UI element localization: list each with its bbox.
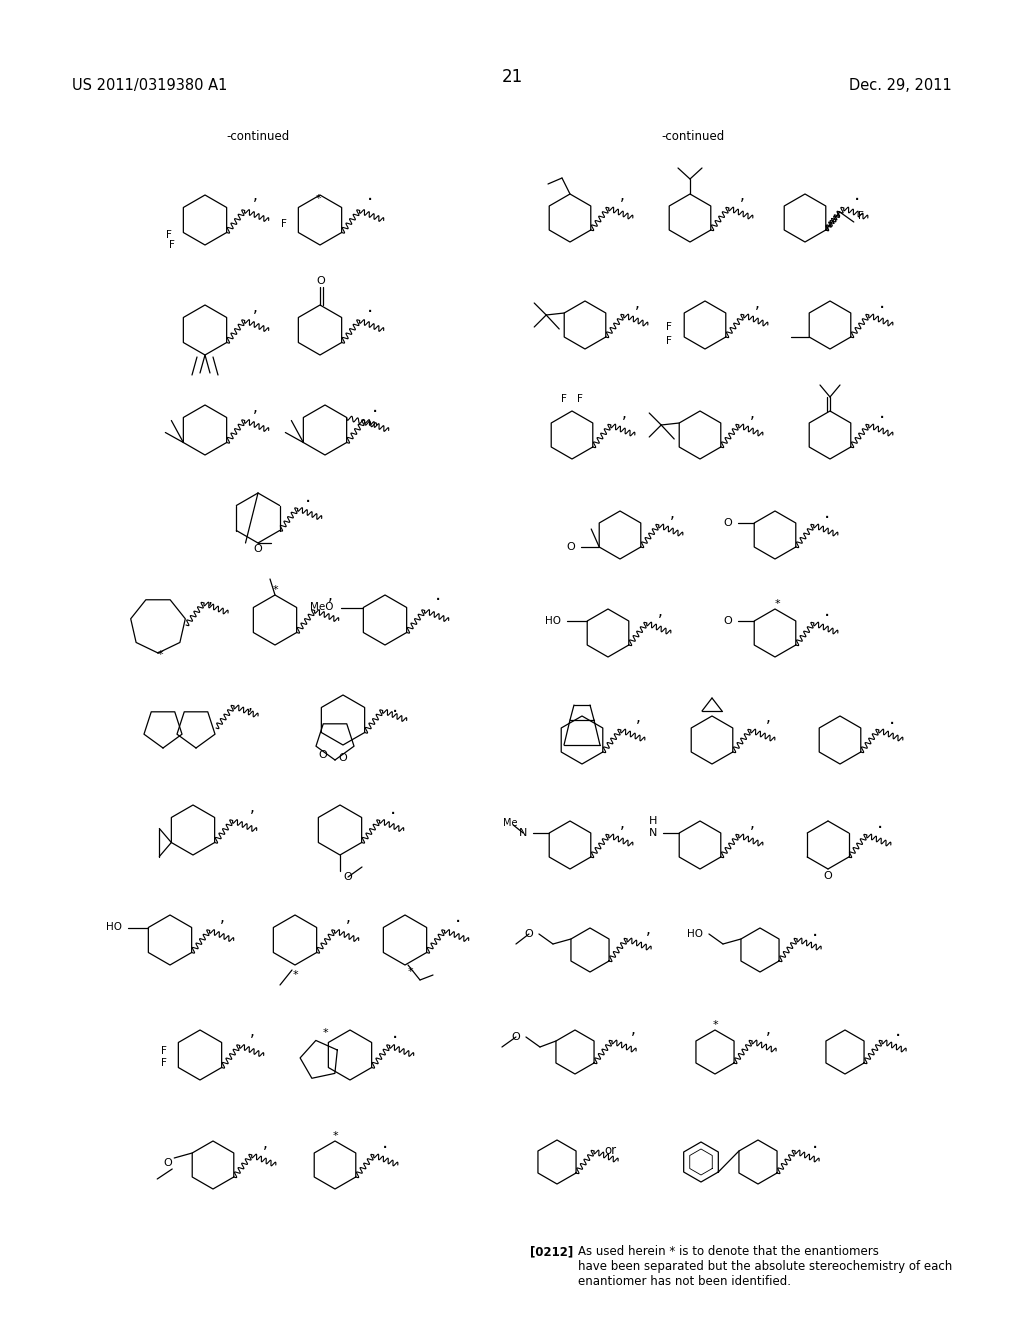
Text: Dec. 29, 2011: Dec. 29, 2011 [849,78,952,92]
Text: ,: , [755,296,760,310]
Text: ,: , [345,909,350,924]
Text: *: * [323,1028,328,1038]
Text: ,: , [250,1024,254,1040]
Text: .: . [367,186,373,205]
Text: ,: , [248,697,253,713]
Text: or: or [604,1143,616,1156]
Text: ,: , [750,405,755,421]
Text: ,: , [766,1023,770,1038]
Text: .: . [877,813,883,833]
Text: .: . [392,1023,398,1041]
Text: O: O [566,543,575,552]
Text: O: O [318,750,328,760]
Text: .: . [455,908,461,927]
Text: ,: , [670,506,675,520]
Text: ,: , [219,909,224,924]
Text: HO: HO [106,923,122,932]
Text: ,: , [739,187,744,202]
Text: ,: , [620,816,625,830]
Text: H: H [649,816,657,826]
Text: .: . [372,397,378,417]
Text: O: O [339,752,347,763]
Text: US 2011/0319380 A1: US 2011/0319380 A1 [72,78,227,92]
Text: .: . [824,602,830,620]
Text: ,: , [328,587,333,602]
Text: ,: , [635,296,639,310]
Text: O: O [254,544,262,554]
Text: ,: , [620,187,625,202]
Text: 21: 21 [502,69,522,86]
Text: .: . [879,404,885,422]
Text: F: F [561,393,567,404]
Text: O: O [724,616,732,626]
Text: ,: , [253,300,257,314]
Text: .: . [392,697,398,717]
Text: ,: , [750,816,755,830]
Text: .: . [812,1134,818,1152]
Text: *: * [332,1131,338,1140]
Text: .: . [390,799,396,817]
Text: .: . [812,920,818,940]
Text: O: O [823,871,833,880]
Text: *: * [408,968,413,977]
Text: *: * [712,1020,718,1030]
Text: As used herein * is to denote that the enantiomers
have been separated but the a: As used herein * is to denote that the e… [578,1245,952,1288]
Text: ,: , [631,1023,636,1038]
Text: MeO: MeO [310,602,334,612]
Text: ,: , [250,800,254,816]
Text: F: F [161,1059,167,1068]
Text: .: . [889,709,895,727]
Text: .: . [824,503,830,523]
Text: ,: , [636,710,640,726]
Text: .: . [305,487,311,506]
Text: ,: , [262,1135,267,1151]
Text: .: . [367,297,373,317]
Text: O: O [164,1158,173,1168]
Text: O: O [343,873,352,882]
Text: .: . [854,186,860,205]
Text: *: * [292,970,298,979]
Text: .: . [382,1134,388,1152]
Text: *: * [315,194,321,205]
Text: ,: , [645,923,650,937]
Text: ,: , [622,405,627,421]
Text: F: F [667,337,672,346]
Text: -continued: -continued [226,129,290,143]
Text: .: . [895,1020,901,1040]
Text: ,: , [253,187,257,202]
Text: ,: , [766,710,770,726]
Text: F: F [161,1045,167,1056]
Text: *: * [272,585,278,595]
Text: Me: Me [503,818,517,828]
Text: F: F [282,219,287,228]
Text: F: F [858,211,863,220]
Text: HO: HO [545,616,561,626]
Text: [0212]: [0212] [530,1245,573,1258]
Text: F: F [578,393,583,404]
Text: F: F [166,230,172,239]
Text: *: * [158,649,163,660]
Text: N: N [649,828,657,838]
Text: N: N [519,828,527,838]
Text: -continued: -continued [662,129,725,143]
Text: F: F [667,322,672,333]
Text: HO: HO [687,929,702,939]
Text: ,: , [208,593,212,607]
Text: .: . [879,293,885,313]
Text: O: O [724,517,732,528]
Text: ,: , [253,400,257,414]
Text: ,: , [657,603,663,619]
Text: F: F [169,239,175,249]
Text: O: O [524,929,532,939]
Text: *: * [774,599,780,609]
Text: .: . [435,586,441,605]
Text: O: O [511,1032,520,1041]
Text: O: O [316,276,326,286]
